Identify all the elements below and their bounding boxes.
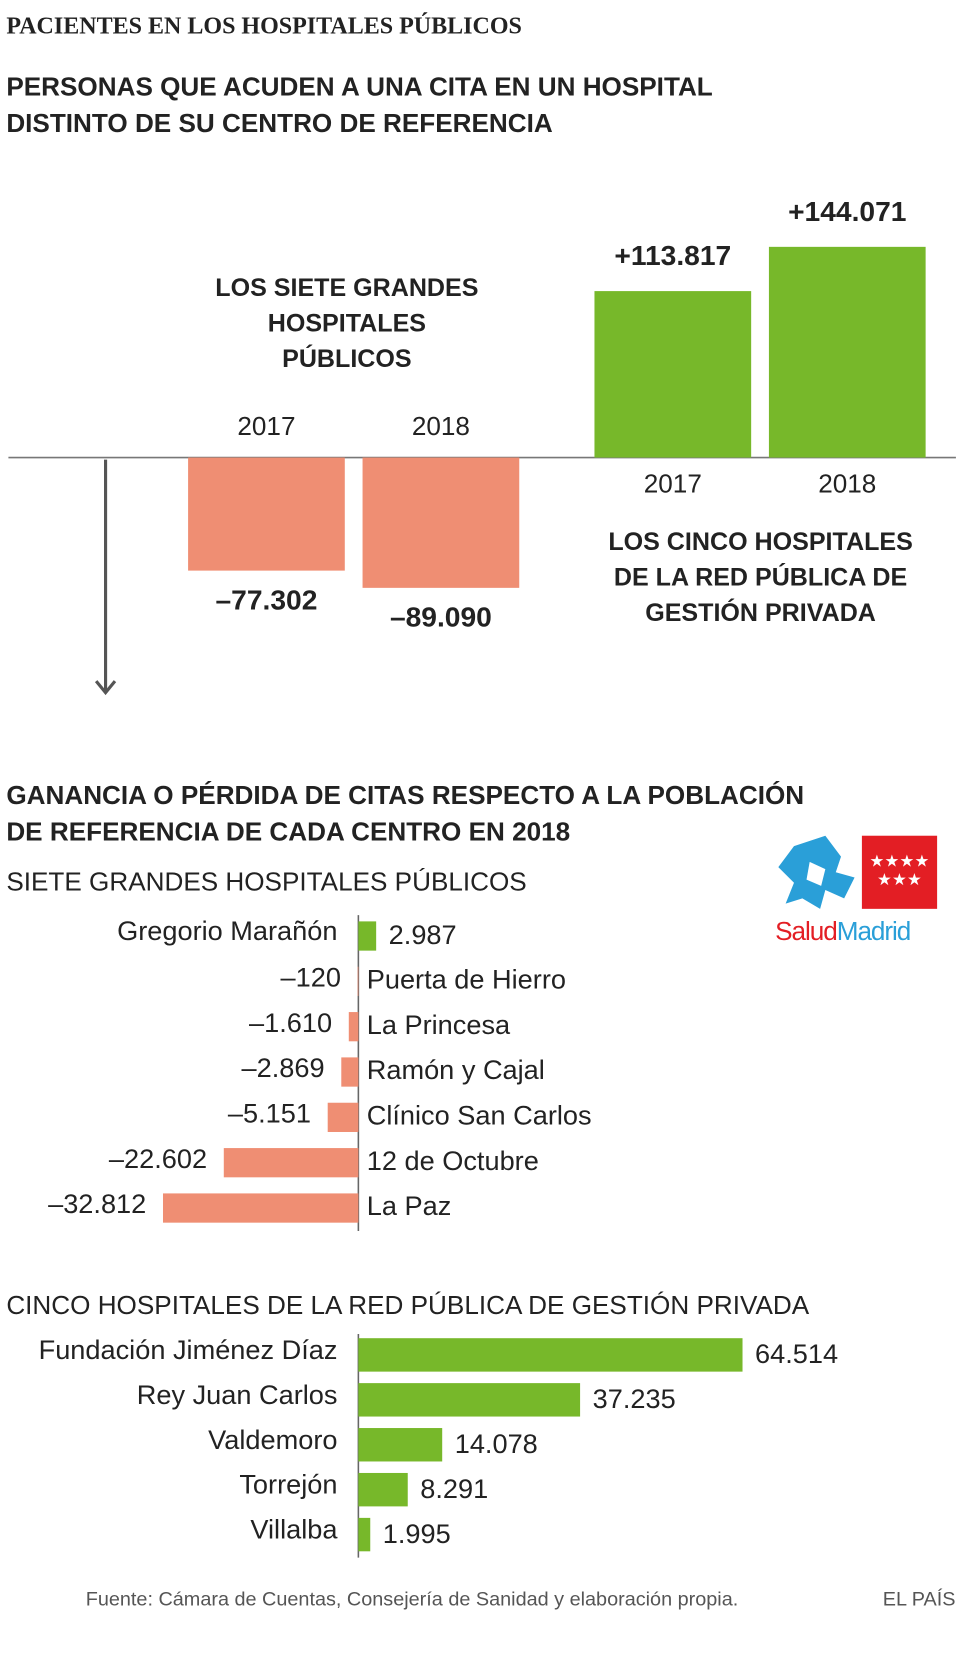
bar bbox=[223, 1148, 359, 1178]
value-label: 14.078 bbox=[455, 1428, 538, 1459]
bar bbox=[358, 1338, 743, 1372]
category-label: Fundación Jiménez Díaz bbox=[39, 1334, 338, 1365]
arrow bbox=[94, 459, 117, 696]
svg-text:★★★: ★★★ bbox=[877, 870, 922, 889]
logo-text: SaludMadrid bbox=[775, 916, 910, 946]
category-label: 2018 bbox=[412, 411, 470, 441]
group-label: LOS CINCO HOSPITALES bbox=[608, 528, 912, 556]
chart-title: GANANCIA O PÉRDIDA DE CITAS RESPECTO A L… bbox=[6, 780, 804, 810]
value-label: 37.235 bbox=[593, 1383, 676, 1414]
value-label: +113.817 bbox=[614, 239, 731, 271]
bar bbox=[327, 1102, 359, 1132]
value-label: –77.302 bbox=[215, 583, 317, 615]
bar bbox=[358, 1383, 581, 1417]
value-label: 8.291 bbox=[420, 1473, 488, 1504]
category-label: Villalba bbox=[250, 1514, 338, 1545]
category-label: Torrejón bbox=[239, 1469, 337, 1500]
logo-part: Salud bbox=[775, 916, 837, 946]
value-label: +144.071 bbox=[788, 195, 906, 227]
bar bbox=[594, 291, 752, 458]
chart-title: DISTINTO DE SU CENTRO DE REFERENCIA bbox=[6, 108, 553, 138]
chart-subtitle: SIETE GRANDES HOSPITALES PÚBLICOS bbox=[6, 867, 526, 897]
bar bbox=[358, 1472, 408, 1507]
value-label: –89.090 bbox=[390, 601, 492, 633]
category-label: La Paz bbox=[367, 1190, 452, 1221]
group-label: HOSPITALES bbox=[268, 310, 426, 338]
category-label: 2017 bbox=[644, 469, 702, 499]
group-label: LOS SIETE GRANDES bbox=[215, 274, 478, 302]
bar bbox=[358, 1517, 371, 1552]
bar bbox=[188, 457, 345, 571]
category-label: Clínico San Carlos bbox=[367, 1100, 592, 1131]
svg-text:★★★★: ★★★★ bbox=[870, 851, 930, 870]
category-label: Ramón y Cajal bbox=[367, 1054, 545, 1085]
category-label: 2017 bbox=[237, 411, 295, 441]
logo-part: Madrid bbox=[837, 916, 911, 946]
group-label: GESTIÓN PRIVADA bbox=[645, 597, 876, 627]
chart-title: PERSONAS QUE ACUDEN A UNA CITA EN UN HOS… bbox=[6, 72, 712, 102]
bar bbox=[362, 457, 520, 588]
chart-title: DE REFERENCIA DE CADA CENTRO EN 2018 bbox=[6, 817, 570, 847]
value-label: 2.987 bbox=[389, 919, 457, 950]
value-label: –5.151 bbox=[228, 1097, 311, 1128]
category-label: 2018 bbox=[818, 469, 876, 499]
page-title: PACIENTES EN LOS HOSPITALES PÚBLICOS bbox=[6, 13, 522, 40]
bar bbox=[358, 1428, 443, 1462]
bar bbox=[358, 921, 377, 951]
group-label: DE LA RED PÚBLICA DE bbox=[614, 561, 907, 591]
category-label: Rey Juan Carlos bbox=[137, 1379, 338, 1410]
value-label: –32.812 bbox=[48, 1188, 146, 1219]
value-label: –120 bbox=[281, 961, 341, 992]
category-label: 12 de Octubre bbox=[367, 1145, 539, 1176]
category-label: Puerta de Hierro bbox=[367, 964, 566, 995]
category-label: Valdemoro bbox=[208, 1424, 337, 1455]
bar bbox=[768, 246, 926, 458]
value-label: 64.514 bbox=[755, 1338, 838, 1369]
value-label: –1.610 bbox=[249, 1007, 332, 1038]
value-label: –22.602 bbox=[109, 1143, 207, 1174]
bar bbox=[162, 1193, 359, 1223]
bar bbox=[357, 966, 359, 996]
credit: EL PAÍS bbox=[883, 1588, 956, 1611]
group-label: PÚBLICOS bbox=[282, 343, 412, 373]
value-label: –2.869 bbox=[242, 1052, 325, 1083]
source: Fuente: Cámara de Cuentas, Consejería de… bbox=[86, 1589, 739, 1611]
chart-subtitle: CINCO HOSPITALES DE LA RED PÚBLICA DE GE… bbox=[6, 1290, 809, 1320]
logo: ★★★★ ★★★ SaludMadrid bbox=[775, 835, 938, 946]
bar bbox=[341, 1057, 359, 1087]
value-label: 1.995 bbox=[383, 1518, 451, 1549]
category-label: La Princesa bbox=[367, 1009, 511, 1040]
bar bbox=[348, 1012, 359, 1042]
category-label: Gregorio Marañón bbox=[117, 915, 337, 946]
